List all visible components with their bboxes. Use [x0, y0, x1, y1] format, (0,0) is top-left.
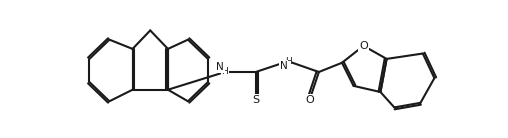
- Text: S: S: [252, 95, 259, 105]
- Text: H: H: [221, 67, 228, 76]
- Text: O: O: [359, 41, 368, 51]
- Text: O: O: [305, 95, 314, 105]
- Text: H: H: [284, 57, 292, 66]
- Text: N: N: [279, 61, 288, 71]
- Text: N: N: [216, 62, 224, 72]
